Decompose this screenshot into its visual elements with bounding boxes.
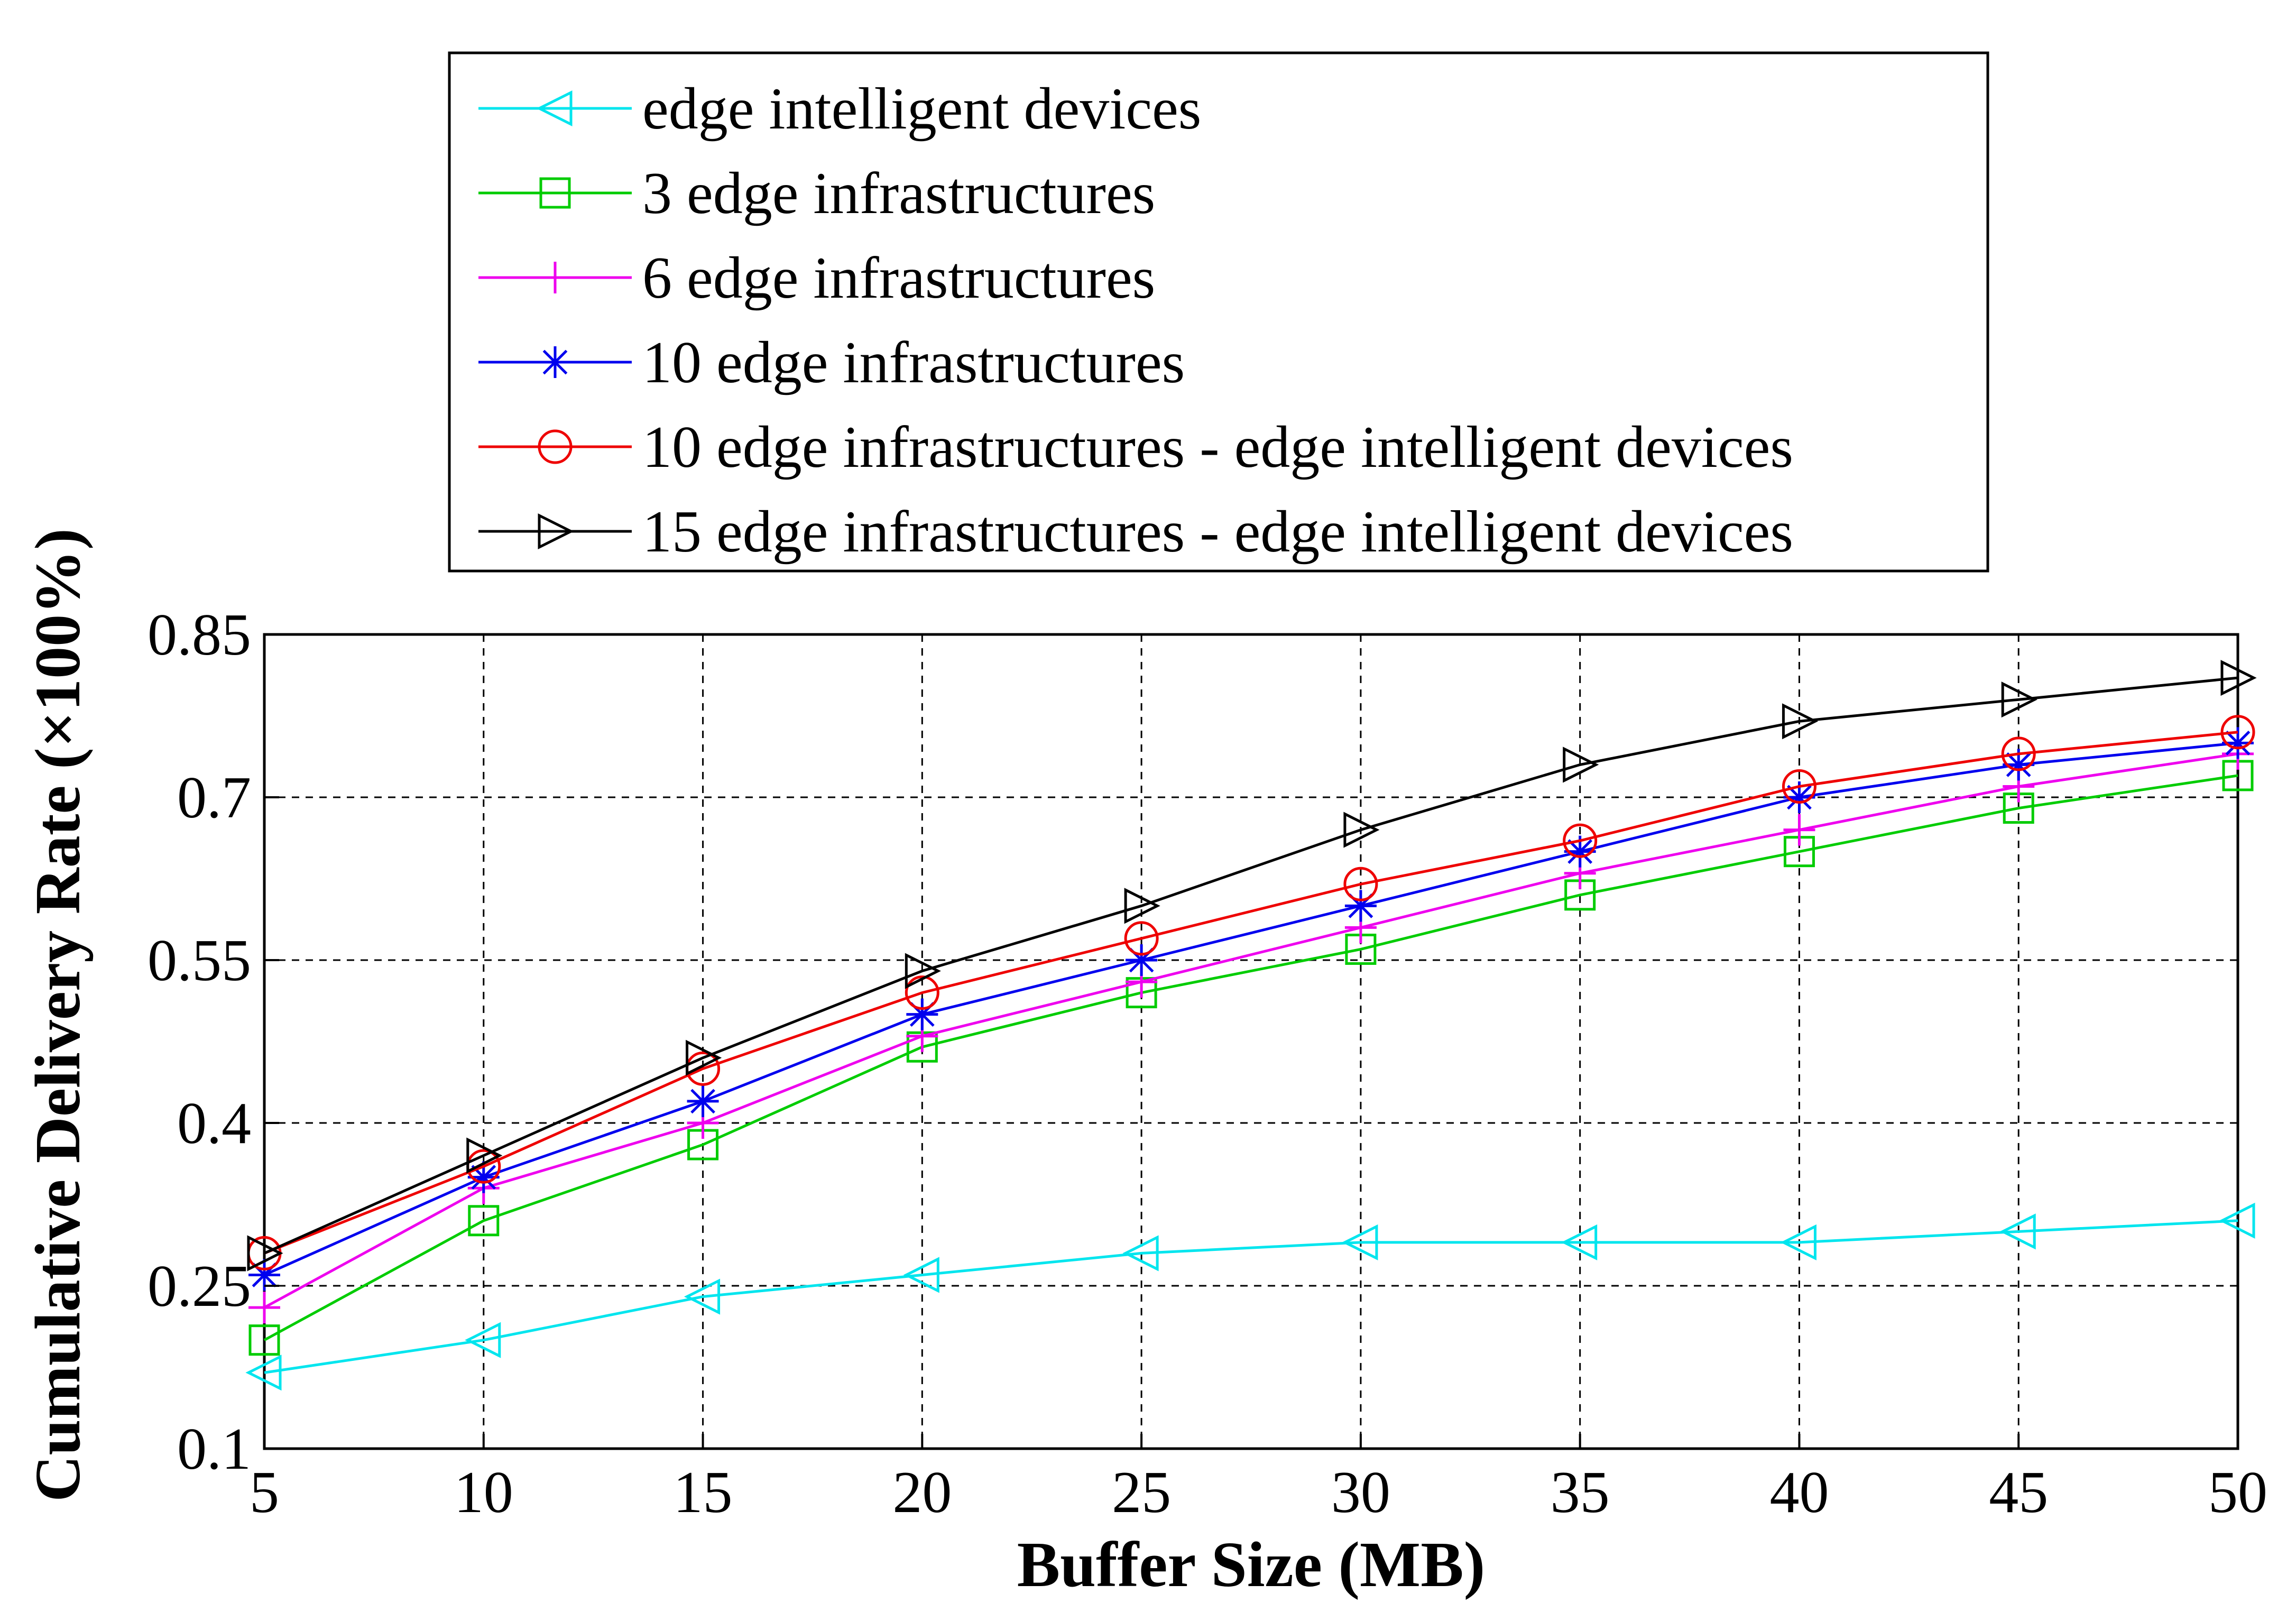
data-point <box>1782 769 1816 804</box>
y-tick-label: 0.4 <box>177 1091 251 1156</box>
data-point <box>467 1161 500 1193</box>
data-point <box>247 1235 283 1272</box>
data-point <box>1343 867 1378 901</box>
legend-item: 10 edge infrastructures <box>478 330 1185 395</box>
data-point <box>1783 814 1815 846</box>
data-point <box>1780 1224 1816 1260</box>
grid-lines <box>264 634 2238 1449</box>
legend-label: 10 edge infrastructures <box>642 330 1185 395</box>
data-point <box>1126 944 1158 976</box>
data-point <box>1999 1213 2036 1250</box>
legend-item: 10 edge infrastructures - edge intellige… <box>478 414 1793 480</box>
legend: edge intelligent devices 3 edge infrastru… <box>448 51 1989 573</box>
x-tick-label: 30 <box>1331 1460 1390 1525</box>
data-point <box>245 1355 282 1391</box>
y-tick-label: 0.55 <box>147 928 251 993</box>
data-point <box>1124 888 1160 924</box>
x-tick-label: 35 <box>1551 1460 1610 1525</box>
data-point <box>468 1205 500 1237</box>
series-line <box>263 752 2238 1309</box>
legend-item: edge intelligent devices <box>478 76 1201 142</box>
x-tick-label: 40 <box>1769 1460 1829 1525</box>
legend-marker <box>536 90 573 127</box>
y-axis-label: Cumulative Delivery Rate (×100%) <box>22 528 94 1502</box>
series-line <box>263 676 2238 1255</box>
data-point <box>684 1278 721 1315</box>
y-tick-label: 0.85 <box>147 602 251 668</box>
series-1 <box>245 1202 2255 1391</box>
data-point <box>248 1259 280 1291</box>
series-line <box>263 741 2238 1276</box>
legend-marker <box>538 513 574 550</box>
data-point <box>1563 823 1598 858</box>
x-tick-label: 5 <box>250 1460 279 1525</box>
data-point <box>686 1039 722 1076</box>
data-point <box>2001 736 2036 771</box>
data-point <box>687 1085 719 1117</box>
data-point <box>903 1257 939 1293</box>
series-6 <box>247 660 2257 1272</box>
legend-box <box>448 51 1989 573</box>
legend-label: 3 edge infrastructures <box>642 161 1155 226</box>
series-4 <box>248 727 2254 1291</box>
x-tick-label: 25 <box>1112 1460 1171 1525</box>
x-axis-label: Buffer Size (MB) <box>1017 1529 1485 1600</box>
data-point <box>905 975 939 1010</box>
y-tick-label: 0.25 <box>147 1254 251 1319</box>
data-point <box>1122 1235 1159 1272</box>
y-tick-label: 0.7 <box>177 765 251 831</box>
data-point <box>248 1324 280 1356</box>
series-line <box>263 774 2238 1341</box>
legend-item: 6 edge infrastructures <box>478 245 1155 311</box>
data-point <box>1783 781 1815 813</box>
plot-area <box>263 633 2239 1450</box>
series-line <box>264 731 2238 1255</box>
x-tick-label: 50 <box>2208 1460 2267 1525</box>
data-point <box>1782 703 1819 740</box>
data-point <box>248 1292 280 1324</box>
legend-marker <box>539 262 571 293</box>
data-point <box>2220 715 2255 750</box>
legend-label: edge intelligent devices <box>642 76 1201 142</box>
legend-item: 3 edge infrastructures <box>478 161 1155 226</box>
data-point <box>1563 747 1599 783</box>
data-point <box>2003 749 2035 781</box>
data-point <box>2220 660 2257 696</box>
series-layer <box>245 660 2257 1391</box>
y-tick-label: 0.1 <box>177 1416 251 1482</box>
x-tick-label: 15 <box>674 1460 733 1525</box>
tick-labels: 5 10 15 20 25 30 35 40 45 50 0.1 0.25 0.4 0.55 0.7 0.85 <box>147 602 2267 1525</box>
data-point <box>465 1322 501 1358</box>
x-tick-label: 45 <box>1989 1460 2048 1525</box>
x-tick-label: 10 <box>454 1460 513 1525</box>
legend-label: 15 edge infrastructures - edge intellige… <box>642 499 1793 565</box>
data-point <box>2001 681 2037 718</box>
data-point <box>1561 1224 1598 1260</box>
data-point <box>1564 835 1596 868</box>
data-point <box>906 998 938 1030</box>
data-point <box>905 953 941 989</box>
data-point <box>466 1137 503 1174</box>
data-point <box>1343 812 1380 848</box>
x-tick-label: 20 <box>892 1460 952 1525</box>
legend-marker <box>539 346 571 378</box>
data-point <box>1124 921 1159 956</box>
data-point <box>1344 890 1377 922</box>
series-line <box>264 1219 2238 1374</box>
legend-marker <box>538 429 573 464</box>
data-point <box>2219 1202 2255 1239</box>
legend-label: 10 edge infrastructures - edge intellige… <box>642 414 1793 480</box>
data-point <box>1342 1224 1378 1260</box>
legend-marker <box>539 177 571 209</box>
legend-item: 15 edge infrastructures - edge intellige… <box>478 499 1793 565</box>
legend-label: 6 edge infrastructures <box>642 245 1155 311</box>
data-point <box>2222 727 2254 759</box>
